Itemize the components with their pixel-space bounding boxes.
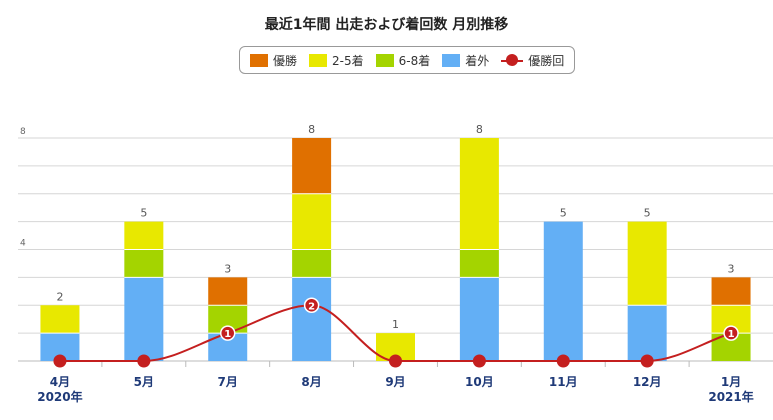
x-tick-label-3: 8月: [301, 375, 321, 389]
total-label-4: 1: [392, 318, 399, 331]
bar-7-series-2: [627, 221, 667, 306]
win-marker-4: [389, 354, 402, 368]
x-tick-label-1: 5月: [134, 375, 154, 389]
legend-swatch-win: [250, 53, 268, 67]
win-marker-7: [640, 354, 654, 368]
legend-item-2-5[interactable]: 2-5着: [309, 52, 364, 69]
x-tick-label-6: 11月: [549, 375, 578, 389]
bar-0-series-2: [40, 305, 80, 334]
win-marker-label-2: 1: [224, 329, 231, 340]
win-marker-0: [53, 354, 67, 368]
y-tick-1: 8: [20, 127, 26, 137]
bar-7-series-0: [627, 305, 667, 361]
legend-item-win[interactable]: 優勝: [250, 52, 297, 69]
total-label-6: 5: [560, 207, 567, 220]
legend-label-2-5: 2-5着: [332, 53, 364, 68]
win-marker-1: [137, 354, 151, 368]
total-label-5: 8: [476, 123, 483, 136]
bar-2-series-3: [208, 277, 248, 306]
x-year-label-0: 2020年: [37, 389, 82, 404]
win-marker-5: [472, 354, 486, 368]
x-tick-label-8: 1月: [721, 375, 741, 389]
chart-title: 最近1年間 出走および着回数 月別推移: [264, 17, 509, 33]
total-label-0: 2: [56, 290, 63, 303]
win-marker-2: [219, 325, 236, 341]
x-tick-label-5: 10月: [465, 375, 494, 389]
x-tick-label-0: 4月: [50, 375, 70, 389]
bar-1-series-1: [124, 249, 164, 278]
legend-swatch-2-5: [309, 53, 328, 67]
bar-5-series-2: [459, 138, 499, 250]
total-label-8: 3: [728, 262, 735, 275]
win-marker-8: [723, 325, 739, 341]
legend-label-6-8: 6-8着: [398, 53, 431, 68]
legend-marker-win-line: [501, 53, 524, 67]
legend-item-out[interactable]: 着外: [442, 52, 489, 69]
x-tick-label-7: 12月: [633, 375, 662, 389]
legend-swatch-6-8: [375, 53, 394, 67]
bar-1-series-2: [124, 221, 164, 250]
x-year-label-8: 2021年: [708, 389, 753, 404]
total-label-7: 5: [644, 207, 651, 220]
bar-1-series-0: [124, 277, 164, 361]
x-tick-label-2: 7月: [218, 375, 238, 389]
x-tick-label-4: 9月: [385, 375, 405, 389]
bar-3-series-1: [292, 249, 332, 278]
y-tick-0: 4: [20, 239, 26, 249]
legend-label-out: 着外: [465, 53, 490, 68]
legend-label-win: 優勝: [273, 53, 298, 68]
win-marker-6: [556, 354, 570, 368]
bar-5-series-0: [459, 277, 499, 361]
bar-3-series-3: [292, 138, 332, 194]
bar-6-series-0: [543, 221, 583, 361]
win-marker-label-8: 1: [728, 329, 735, 340]
total-label-3: 8: [308, 123, 315, 136]
legend-item-6-8[interactable]: 6-8着: [375, 52, 431, 69]
bar-5-series-1: [459, 249, 499, 278]
total-label-1: 5: [140, 207, 147, 220]
legend-swatch-out: [442, 53, 461, 67]
legend-item-win-line[interactable]: 優勝回: [501, 52, 564, 69]
bar-3-series-2: [292, 193, 332, 250]
win-marker-3: [303, 297, 320, 313]
legend-label-win-line: 優勝回: [528, 53, 565, 68]
total-label-2: 3: [224, 262, 231, 275]
win-marker-label-3: 2: [308, 301, 315, 312]
bar-3-series-0: [292, 277, 332, 361]
bar-8-series-3: [711, 277, 751, 306]
legend: 優勝 2-5着 6-8着 着外 優勝回: [239, 46, 576, 74]
